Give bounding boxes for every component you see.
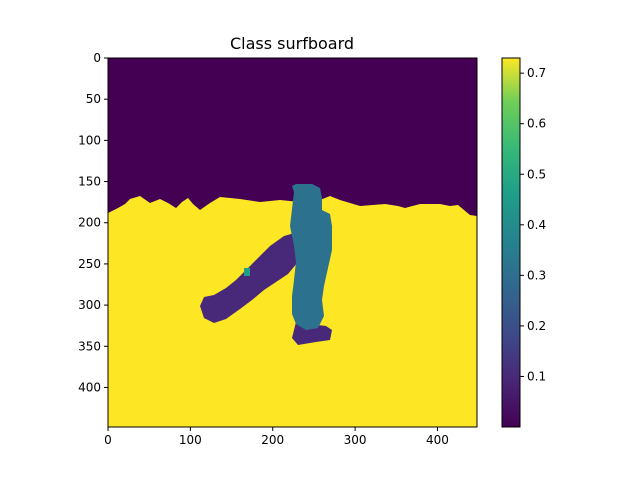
colorbar-tick-label: 0.2 [527, 319, 546, 333]
colorbar-tick-label: 0.7 [527, 66, 546, 80]
x-tick-label: 300 [344, 433, 367, 447]
colorbar-tick-label: 0.3 [527, 268, 546, 282]
y-tick-label: 50 [86, 92, 101, 106]
colorbar-axis: 0.1 0.2 0.3 0.4 0.5 0.6 0.7 [520, 66, 546, 383]
y-tick-label: 400 [78, 380, 101, 394]
x-axis: 0 100 200 300 400 [104, 427, 449, 447]
y-tick-label: 300 [78, 298, 101, 312]
colorbar-tick-label: 0.4 [527, 218, 546, 232]
heatmap-image [108, 58, 477, 427]
colorbar-tick-label: 0.6 [527, 117, 546, 131]
region-surfer-body [290, 184, 332, 330]
y-tick-label: 100 [78, 133, 101, 147]
x-tick-label: 200 [261, 433, 284, 447]
y-axis: 0 50 100 150 200 250 300 350 400 [78, 51, 108, 394]
y-tick-label: 250 [78, 257, 101, 271]
chart-title: Class surfboard [230, 34, 354, 53]
x-tick-label: 100 [179, 433, 202, 447]
plot-frame [107, 57, 478, 428]
region-surfer-leg [292, 322, 332, 345]
region-surfer-arm [200, 232, 300, 323]
y-tick-label: 0 [93, 51, 101, 65]
x-tick-label: 400 [426, 433, 449, 447]
colorbar [501, 57, 521, 428]
y-tick-label: 200 [78, 216, 101, 230]
colorbar-tick-label: 0.5 [527, 167, 546, 181]
region-sky [108, 58, 477, 216]
y-tick-label: 350 [78, 339, 101, 353]
x-tick-label: 0 [104, 433, 112, 447]
colorbar-tick-label: 0.1 [527, 369, 546, 383]
region-surfer-highlight [244, 268, 250, 276]
y-tick-label: 150 [78, 175, 101, 189]
